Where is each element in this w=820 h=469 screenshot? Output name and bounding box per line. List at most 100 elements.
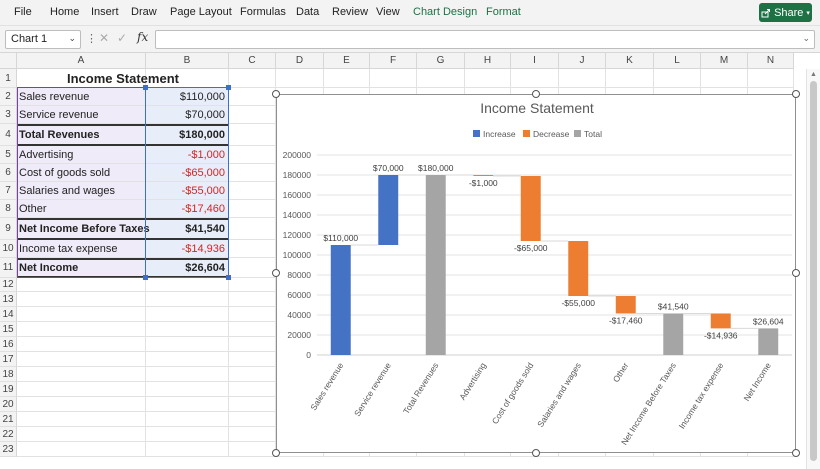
select-all-corner[interactable] <box>0 53 17 69</box>
tab-view[interactable]: View <box>376 6 400 18</box>
row-header-4[interactable]: 4 <box>0 124 17 146</box>
table-label-cell[interactable]: Cost of goods sold <box>19 167 111 179</box>
category-label-9: Net Income <box>741 361 773 403</box>
range-handle[interactable] <box>226 85 231 90</box>
row-header-3[interactable]: 3 <box>0 106 17 124</box>
row-header-18[interactable]: 18 <box>0 367 17 382</box>
row-header-9[interactable]: 9 <box>0 218 17 240</box>
more-options-icon[interactable]: ⋮ <box>86 33 97 45</box>
table-value-cell[interactable]: -$14,936 <box>181 243 225 255</box>
resize-handle-br[interactable] <box>792 449 800 457</box>
column-header-b[interactable]: B <box>146 53 229 69</box>
table-value-cell[interactable]: $180,000 <box>179 129 225 141</box>
insert-function-icon[interactable]: fx <box>137 30 149 44</box>
row-header-13[interactable]: 13 <box>0 292 17 307</box>
enter-icon[interactable]: ✓ <box>117 31 128 45</box>
tab-review[interactable]: Review <box>332 6 369 18</box>
column-header-e[interactable]: E <box>324 53 370 69</box>
column-header-l[interactable]: L <box>654 53 701 69</box>
waterfall-chart[interactable]: Income Statement Increase Decrease Total 0 20… <box>276 94 796 453</box>
range-handle[interactable] <box>143 85 148 90</box>
row-header-23[interactable]: 23 <box>0 442 17 457</box>
table-label-cell[interactable]: Net Income <box>19 262 79 274</box>
column-header-j[interactable]: J <box>559 53 606 69</box>
name-box-value: Chart 1 <box>11 33 48 45</box>
table-label-cell[interactable]: Advertising <box>19 149 74 161</box>
row-header-2[interactable]: 2 <box>0 88 17 106</box>
column-header-m[interactable]: M <box>701 53 748 69</box>
resize-handle-left[interactable] <box>272 269 280 277</box>
row-header-1[interactable]: 1 <box>0 69 17 88</box>
name-box[interactable]: Chart 1 ⌄ <box>5 30 81 49</box>
tab-insert[interactable]: Insert <box>91 6 119 18</box>
table-label-cell[interactable]: Total Revenues <box>19 129 100 141</box>
row-header-8[interactable]: 8 <box>0 200 17 218</box>
tab-data[interactable]: Data <box>296 6 320 18</box>
tab-home[interactable]: Home <box>50 6 80 18</box>
share-button[interactable]: Share ▾ <box>759 3 812 22</box>
table-title[interactable]: Income Statement <box>67 71 179 86</box>
row-header-22[interactable]: 22 <box>0 427 17 442</box>
table-value-cell[interactable]: -$65,000 <box>181 167 225 179</box>
resize-handle-tr[interactable] <box>792 90 800 98</box>
row-header-11[interactable]: 11 <box>0 258 17 278</box>
legend-swatch-increase <box>473 130 480 137</box>
row-header-21[interactable]: 21 <box>0 412 17 427</box>
resize-handle-tl[interactable] <box>272 90 280 98</box>
row-header-6[interactable]: 6 <box>0 164 17 182</box>
table-label-cell[interactable]: Other <box>19 203 47 215</box>
chevron-down-icon[interactable]: ⌄ <box>68 33 76 43</box>
tab-format[interactable]: Format <box>486 6 521 18</box>
column-header-a[interactable]: A <box>17 53 146 69</box>
row-header-20[interactable]: 20 <box>0 397 17 412</box>
range-handle[interactable] <box>226 275 231 280</box>
scroll-up-icon[interactable]: ▲ <box>810 71 817 78</box>
row-header-12[interactable]: 12 <box>0 278 17 292</box>
tab-page-layout[interactable]: Page Layout <box>170 6 232 18</box>
formula-input[interactable]: ⌄ <box>155 30 815 49</box>
column-header-h[interactable]: H <box>465 53 511 69</box>
table-value-cell[interactable]: -$1,000 <box>187 149 225 161</box>
table-label-cell[interactable]: Net Income Before Taxes <box>19 223 150 235</box>
cancel-icon[interactable]: ✕ <box>99 31 110 45</box>
table-label-cell[interactable]: Service revenue <box>19 109 99 121</box>
tab-formulas[interactable]: Formulas <box>240 6 286 18</box>
resize-handle-bottom[interactable] <box>532 449 540 457</box>
tab-draw[interactable]: Draw <box>131 6 157 18</box>
resize-handle-top[interactable] <box>532 90 540 98</box>
range-handle[interactable] <box>143 275 148 280</box>
column-header-n[interactable]: N <box>748 53 794 69</box>
category-label-7: Net Income Before Taxes <box>619 361 678 447</box>
expand-formula-icon[interactable]: ⌄ <box>802 33 810 43</box>
row-header-19[interactable]: 19 <box>0 382 17 397</box>
table-value-cell[interactable]: -$55,000 <box>181 185 225 197</box>
table-label-cell[interactable]: Income tax expense <box>19 243 118 255</box>
column-header-i[interactable]: I <box>511 53 559 69</box>
tab-file[interactable]: File <box>14 6 32 18</box>
column-header-c[interactable]: C <box>229 53 276 69</box>
resize-handle-right[interactable] <box>792 269 800 277</box>
column-header-k[interactable]: K <box>606 53 654 69</box>
scrollbar-thumb[interactable] <box>810 81 817 461</box>
row-header-5[interactable]: 5 <box>0 146 17 164</box>
column-header-g[interactable]: G <box>417 53 465 69</box>
row-header-14[interactable]: 14 <box>0 307 17 322</box>
table-value-cell[interactable]: $70,000 <box>185 109 225 121</box>
data-label-3: -$1,000 <box>469 178 498 188</box>
table-value-cell[interactable]: $110,000 <box>179 91 225 103</box>
column-header-f[interactable]: F <box>370 53 417 69</box>
tab-chart-design[interactable]: Chart Design <box>413 6 478 18</box>
vertical-scrollbar[interactable]: ▲ <box>806 69 820 469</box>
row-header-16[interactable]: 16 <box>0 337 17 352</box>
table-value-cell[interactable]: $26,604 <box>185 262 225 274</box>
table-label-cell[interactable]: Sales revenue <box>19 91 90 103</box>
row-header-10[interactable]: 10 <box>0 240 17 258</box>
table-value-cell[interactable]: -$17,460 <box>181 203 225 215</box>
column-header-d[interactable]: D <box>276 53 324 69</box>
table-label-cell[interactable]: Salaries and wages <box>19 185 116 197</box>
table-value-cell[interactable]: $41,540 <box>185 223 225 235</box>
row-header-17[interactable]: 17 <box>0 352 17 367</box>
row-header-7[interactable]: 7 <box>0 182 17 200</box>
row-header-15[interactable]: 15 <box>0 322 17 337</box>
resize-handle-bl[interactable] <box>272 449 280 457</box>
